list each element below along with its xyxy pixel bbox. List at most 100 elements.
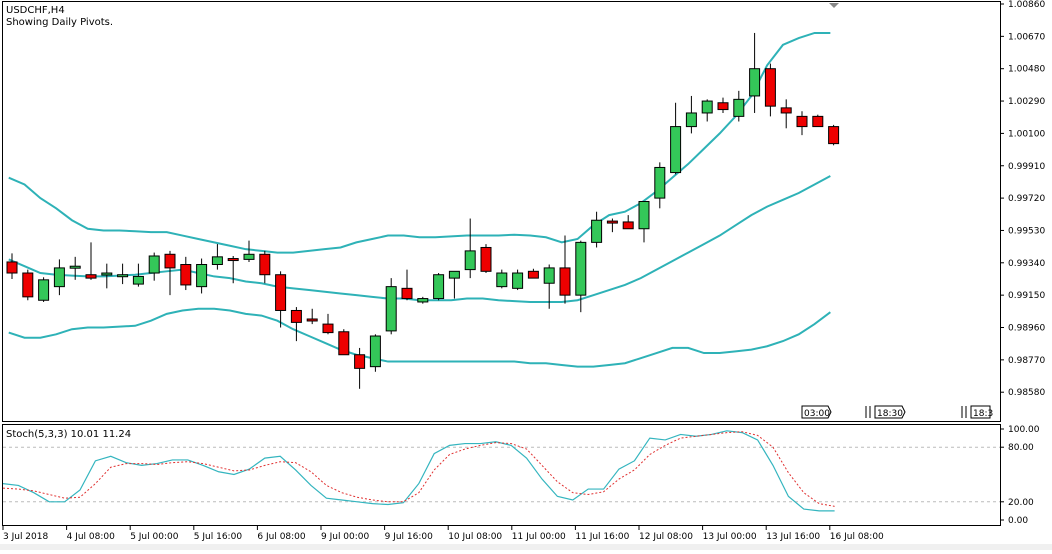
- candle: [117, 263, 129, 285]
- chart-tab-bar[interactable]: [0, 544, 1052, 550]
- bull-candle-body: [749, 68, 761, 97]
- y-tick-label: 0.99720: [1008, 194, 1045, 204]
- bull-candle-body: [591, 219, 603, 243]
- pivots-subtitle: Showing Daily Pivots.: [6, 17, 113, 28]
- time-marker-1[interactable]: 03:00: [801, 405, 832, 419]
- y-tick-label: 1.00670: [1008, 32, 1045, 42]
- bull-candle-body: [433, 274, 445, 300]
- bear-candle-body: [338, 331, 350, 356]
- x-tick-label: 10 Jul 08:00: [448, 532, 502, 542]
- candle: [401, 269, 413, 301]
- bear-candle-body: [180, 264, 192, 286]
- candle: [512, 269, 524, 291]
- bear-candle-body: [828, 126, 840, 145]
- y-tick-label: 0.99530: [1008, 226, 1045, 236]
- bull-candle-body: [464, 250, 476, 271]
- y-tick-label: 1.00860: [1008, 0, 1045, 10]
- bull-candle-body: [670, 126, 682, 174]
- bear-candle-body: [764, 68, 776, 107]
- chart-shift-marker[interactable]: [829, 3, 839, 8]
- bull-candle-body: [417, 298, 429, 303]
- candle: [164, 250, 176, 296]
- candle: [306, 308, 318, 325]
- candle: [385, 278, 397, 335]
- time-marker-3[interactable]: 18:3: [961, 405, 993, 419]
- y-tick-label: 0.98960: [1008, 324, 1045, 334]
- candle: [780, 99, 792, 129]
- bear-candle-body: [85, 274, 97, 279]
- bear-candle-body: [812, 115, 824, 128]
- candle: [417, 296, 429, 304]
- stoch-tick-label: 80.00: [1008, 443, 1034, 453]
- candle: [290, 307, 302, 342]
- candle: [717, 97, 729, 113]
- candle: [559, 235, 571, 304]
- time-marker-label: 18:3: [973, 409, 993, 419]
- bull-candle-body: [38, 279, 50, 301]
- x-tick-label: 13 Jul 00:00: [703, 532, 757, 542]
- y-tick-label: 0.99150: [1008, 291, 1045, 301]
- x-tick-label: 12 Jul 08:00: [639, 532, 693, 542]
- x-tick-label: 11 Jul 16:00: [575, 532, 629, 542]
- bear-candle-body: [717, 102, 729, 111]
- bull-candle-body: [685, 112, 697, 128]
- bear-candle-body: [227, 258, 239, 262]
- candle: [685, 95, 697, 134]
- candle: [196, 258, 208, 294]
- candle: [527, 268, 539, 279]
- x-tick-label: 6 Jul 08:00: [257, 532, 306, 542]
- y-tick-label: 0.98580: [1008, 388, 1045, 398]
- candle: [812, 114, 824, 128]
- candle: [180, 256, 192, 291]
- x-tick-label: 11 Jul 00:00: [512, 532, 566, 542]
- bear-candle-body: [480, 246, 492, 272]
- bull-candle-body: [701, 100, 713, 114]
- candle: [701, 99, 713, 122]
- bear-candle-body: [606, 220, 618, 224]
- candle: [480, 244, 492, 274]
- y-tick-label: 0.99340: [1008, 259, 1045, 269]
- candle: [606, 218, 618, 233]
- bollinger-middle-band: [8, 175, 831, 303]
- candle: [132, 263, 144, 287]
- bull-candle-body: [211, 256, 223, 266]
- bull-candle-body: [69, 265, 81, 269]
- bollinger-upper-band: [8, 31, 831, 254]
- bull-candle-body: [512, 272, 524, 289]
- candle: [433, 273, 445, 301]
- bear-candle-body: [796, 115, 808, 128]
- candle: [464, 218, 476, 279]
- bear-candle-body: [290, 309, 302, 323]
- bear-candle-body: [401, 287, 413, 300]
- candle: [575, 240, 587, 313]
- candle: [796, 111, 808, 136]
- candle: [828, 124, 840, 146]
- candle: [670, 102, 682, 175]
- candle: [322, 313, 334, 335]
- time-marker-label: 18:30: [877, 409, 903, 419]
- stoch-tick-label: 0.00: [1008, 516, 1028, 526]
- candle: [496, 269, 508, 289]
- candle: [6, 253, 18, 279]
- time-marker-2[interactable]: 18:30: [865, 405, 906, 419]
- x-tick-label: 13 Jul 16:00: [766, 532, 820, 542]
- bull-candle-body: [543, 267, 555, 284]
- bull-candle-body: [148, 255, 160, 274]
- candle: [85, 242, 97, 280]
- stoch-tick-label: 100.00: [1008, 425, 1040, 435]
- symbol-title: USDCHF,H4: [6, 5, 65, 16]
- bear-candle-body: [622, 221, 634, 230]
- bull-candle-body: [733, 98, 745, 117]
- stoch-tick-label: 20.00: [1008, 498, 1034, 508]
- bull-candle-body: [654, 166, 666, 199]
- bear-candle-body: [275, 274, 287, 311]
- x-tick-label: 4 Jul 08:00: [67, 532, 116, 542]
- candle: [69, 256, 81, 280]
- bull-candle-body: [638, 201, 650, 230]
- stoch-signal-line: [2, 431, 835, 507]
- candle: [53, 259, 65, 296]
- bull-candle-body: [243, 253, 255, 260]
- candle: [259, 250, 271, 284]
